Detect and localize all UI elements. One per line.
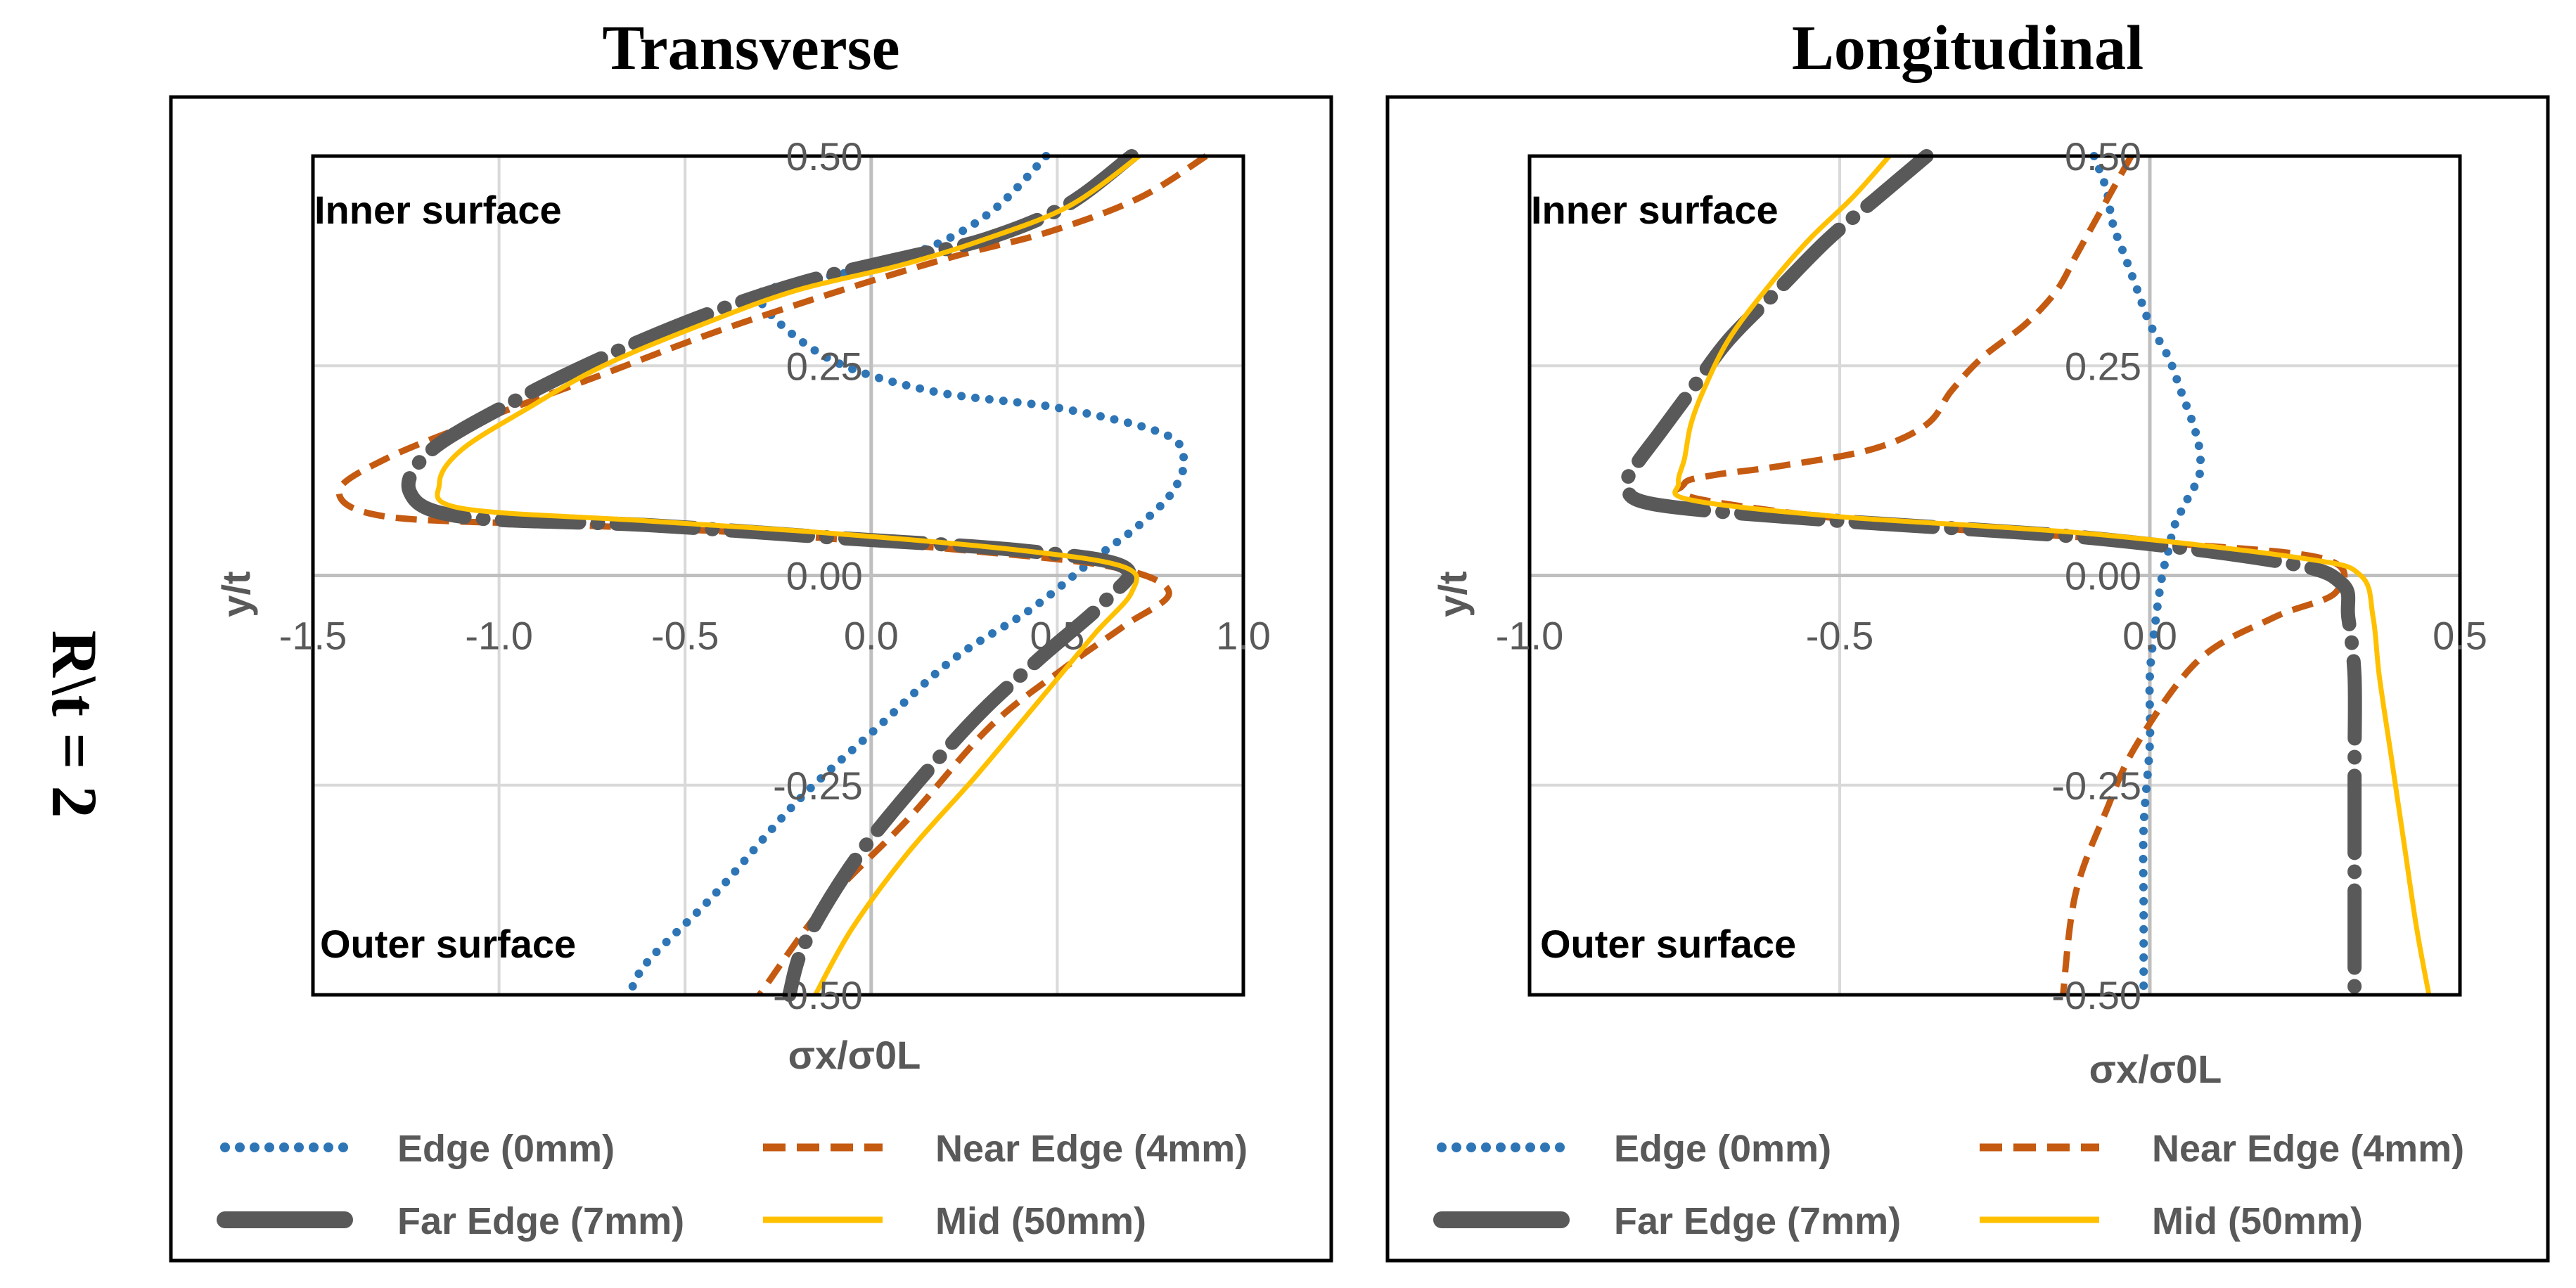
transverse-outer-frame [169,95,1333,1263]
longitudinal-legend: Edge (0mm) Near Edge (4mm) Far Edge (7mm) M… [1433,1128,2464,1242]
longitudinal-plot-frame [1527,154,2462,997]
longitudinal-x-tick-label: 0.5 [2433,614,2487,658]
longitudinal-y-tick-label: -0.50 [2051,973,2141,1017]
longitudinal-legend-label: Near Edge (4mm) [2152,1128,2464,1170]
longitudinal-series [1620,149,2432,1002]
transverse-annotation-inner: Inner surface [314,188,562,232]
longitudinal-y-tick-label: -0.25 [2051,764,2141,808]
transverse-y-tick-label: 0.00 [786,554,863,598]
longitudinal-x-tick-label: -1.0 [1496,614,1564,658]
longitudinal-ticks: -1.0 -0.5 0.0 0.5 0.50 0.25 0.00 -0.25 -0.50 [1496,134,2487,1017]
longitudinal-axes [1530,156,2460,995]
longitudinal-series-mid-50mm [1672,154,2432,996]
transverse-x-tick-label: 0.5 [1030,614,1084,658]
longitudinal-legend-label: Far Edge (7mm) [1614,1200,1901,1242]
longitudinal-series-edge-0mm [2089,152,2205,999]
row-label: R\t = 2 [39,630,110,818]
longitudinal-title: Longitudinal [1792,13,2144,83]
transverse-series-far-edge-7mm [401,149,1139,1002]
longitudinal-x-tick-label: 0.0 [2122,614,2177,658]
transverse-y-tick-label: -0.50 [773,973,863,1017]
transverse-y-axis-label: y/t [214,571,258,617]
transverse-y-tick-label: 0.25 [786,344,863,388]
transverse-x-tick-label: 1.0 [1216,614,1271,658]
longitudinal-y-axis-label: y/t [1430,571,1475,617]
transverse-ticks: -1.5 -1.0 -0.5 0.0 0.5 1.0 0.50 0.25 0.00 -0.25 -0… [279,134,1271,1017]
transverse-x-tick-label: -1.5 [279,614,347,658]
longitudinal-y-tick-label: 0.00 [2065,554,2141,598]
transverse-x-tick-label: -1.0 [465,614,533,658]
transverse-title: Transverse [602,13,899,83]
transverse-x-tick-label: 0.0 [844,614,899,658]
longitudinal-annotation-outer: Outer surface [1540,922,1796,966]
longitudinal-legend-label: Edge (0mm) [1614,1128,1831,1170]
transverse-series [335,149,1208,1002]
transverse-legend-label: Far Edge (7mm) [397,1200,684,1242]
transverse-legend-label: Near Edge (4mm) [935,1128,1248,1170]
transverse-y-tick-label: 0.50 [786,134,863,179]
transverse-y-tick-label: -0.25 [773,764,863,808]
longitudinal-chart: Longitudinal -1.0 -0.5 0.0 0.50.500.250.00-… [1385,13,2550,1263]
transverse-legend-label: Mid (50mm) [935,1200,1146,1242]
longitudinal-x-tick-label: -0.5 [1806,614,1874,658]
longitudinal-y-tick-label: 0.25 [2065,344,2141,388]
longitudinal-annotation-inner: Inner surface [1531,188,1779,232]
transverse-series-mid-50mm [435,154,1141,996]
transverse-plot-frame [311,154,1245,997]
longitudinal-legend-label: Mid (50mm) [2152,1200,2363,1242]
transverse-x-tick-label: -0.5 [651,614,719,658]
transverse-legend-label: Edge (0mm) [397,1128,615,1170]
transverse-chart: Transverse -1.5 -1.0 -0.5 0.0 0.5 1.0 0.50 0.25… [169,13,1333,1263]
longitudinal-x-axis-label: σx/σ0L [2089,1047,2222,1091]
longitudinal-outer-frame [1385,95,2550,1263]
transverse-annotation-outer: Outer surface [320,922,576,966]
transverse-x-axis-label: σx/σ0L [788,1033,921,1077]
longitudinal-y-tick-label: 0.50 [2065,134,2141,179]
longitudinal-series-far-edge-7mm [1620,149,2362,1002]
transverse-legend: Edge (0mm) Near Edge (4mm) Far Edge (7mm) M… [217,1128,1248,1242]
